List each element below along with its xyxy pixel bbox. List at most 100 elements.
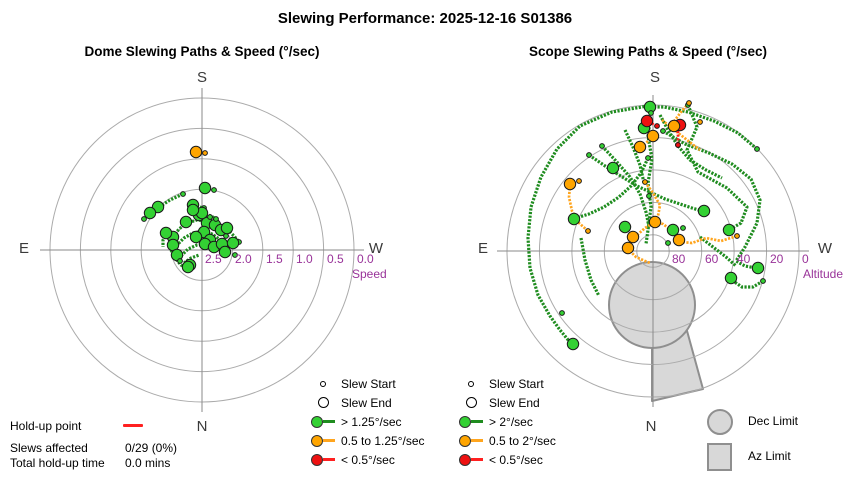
slew-end-marker xyxy=(722,223,736,237)
slew-start-marker xyxy=(642,179,648,185)
slew-end-marker xyxy=(143,206,157,220)
az-limit-label: Az Limit xyxy=(748,449,791,463)
holdup-point-icon xyxy=(123,424,143,427)
dome-tick-1-0: 1.0 xyxy=(296,252,313,266)
scope-compass-east: E xyxy=(477,240,489,257)
slew-end-marker xyxy=(186,203,200,217)
dome-plot-title: Dome Slewing Paths & Speed (°/sec) xyxy=(84,44,320,59)
scope-legend-slew-start: Slew Start xyxy=(456,375,544,392)
slew-start-marker xyxy=(585,228,591,234)
slew-path xyxy=(650,105,759,151)
scope-tick-80: 80 xyxy=(672,252,686,266)
slew-path xyxy=(526,104,649,346)
fast-speed-icon xyxy=(459,415,483,428)
dome-legend-fast: > 1.25°/sec xyxy=(308,413,402,430)
slew-path xyxy=(575,157,650,220)
scope-legend-slew-end-label: Slew End xyxy=(489,395,540,410)
slow-speed-icon xyxy=(459,453,483,466)
slew-end-marker xyxy=(159,226,173,240)
slew-end-marker xyxy=(226,236,240,250)
slew-path xyxy=(161,232,169,247)
mid-speed-icon xyxy=(459,434,483,447)
slew-start-marker xyxy=(645,155,651,161)
dome-tick-0-5: 0.5 xyxy=(327,252,344,266)
slew-start-marker xyxy=(232,252,238,258)
slew-end-marker xyxy=(667,119,681,133)
dome-legend-slow-label: < 0.5°/sec xyxy=(341,452,395,467)
dome-legend-slew-end: Slew End xyxy=(308,394,392,411)
dome-legend-mid-label: 0.5 to 1.25°/sec xyxy=(341,433,425,448)
slew-start-marker xyxy=(646,193,652,199)
slew-path xyxy=(179,242,213,258)
slew-path xyxy=(662,129,762,270)
dome-legend-slew-start: Slew Start xyxy=(308,375,396,392)
dome-compass-south: S xyxy=(196,69,208,86)
slew-end-marker xyxy=(179,215,193,229)
slew-start-marker xyxy=(734,233,740,239)
slew-end-marker xyxy=(633,140,647,154)
slew-end-marker xyxy=(621,241,635,255)
slew-end-icon xyxy=(317,397,329,408)
slew-start-marker xyxy=(586,152,592,158)
slew-start-marker xyxy=(180,191,186,197)
scope-compass-south: S xyxy=(649,69,661,86)
slew-end-marker xyxy=(198,181,212,195)
slew-path xyxy=(174,229,224,248)
slew-end-marker xyxy=(181,260,195,274)
slew-start-marker xyxy=(760,278,766,284)
scope-tick-40: 40 xyxy=(737,252,751,266)
slew-start-marker xyxy=(177,258,183,264)
dome-tick-2-0: 2.0 xyxy=(235,252,252,266)
slew-start-marker xyxy=(223,233,229,239)
slew-start-marker xyxy=(599,143,605,149)
slew-path xyxy=(699,235,738,268)
slew-path xyxy=(567,185,589,233)
slew-start-marker xyxy=(697,119,703,125)
mid-speed-icon xyxy=(311,434,335,447)
scope-legend-mid: 0.5 to 2°/sec xyxy=(456,432,556,449)
slew-start-marker xyxy=(576,178,582,184)
slew-start-marker xyxy=(680,225,686,231)
dome-legend-slow: < 0.5°/sec xyxy=(308,451,395,468)
slew-end-marker xyxy=(666,223,680,237)
slew-end-marker xyxy=(697,204,711,218)
slew-path xyxy=(729,277,764,289)
scope-legend-fast: > 2°/sec xyxy=(456,413,533,430)
slews-affected-value: 0/29 (0%) xyxy=(125,441,178,455)
slew-path xyxy=(579,237,601,297)
slew-end-marker xyxy=(566,337,580,351)
az-limit-icon xyxy=(707,443,732,471)
slew-end-marker xyxy=(220,221,234,235)
slew-end-icon xyxy=(465,397,477,408)
slew-start-marker xyxy=(202,150,208,156)
slew-end-marker xyxy=(618,220,632,234)
slew-start-marker xyxy=(559,310,565,316)
scope-plot-title: Scope Slewing Paths & Speed (°/sec) xyxy=(529,44,767,59)
fast-speed-icon xyxy=(311,415,335,428)
slew-start-marker xyxy=(211,187,217,193)
slow-speed-icon xyxy=(311,453,335,466)
scope-legend-fast-label: > 2°/sec xyxy=(489,414,533,429)
slew-path xyxy=(640,135,654,149)
dome-axis-label: Speed xyxy=(352,267,387,281)
slew-path xyxy=(183,253,200,265)
slews-affected-label: Slews affected xyxy=(10,441,88,455)
slew-end-marker xyxy=(751,261,765,275)
holdup-point-label: Hold-up point xyxy=(10,419,82,433)
scope-legend-slew-end: Slew End xyxy=(456,394,540,411)
dome-compass-west: W xyxy=(368,240,384,257)
scope-compass-north: N xyxy=(645,418,657,435)
slew-start-marker xyxy=(665,240,671,246)
scope-legend-slow: < 0.5°/sec xyxy=(456,451,543,468)
dome-legend-mid: 0.5 to 1.25°/sec xyxy=(308,432,425,449)
slew-end-marker xyxy=(646,129,660,143)
dome-legend-slew-end-label: Slew End xyxy=(341,395,392,410)
dome-legend-slew-start-label: Slew Start xyxy=(341,376,396,391)
slew-start-marker xyxy=(686,100,692,106)
slew-end-marker xyxy=(567,212,581,226)
slew-end-marker xyxy=(672,233,686,247)
scope-tick-0: 0 xyxy=(802,252,809,266)
scope-axis-label: Altitude xyxy=(803,267,844,281)
